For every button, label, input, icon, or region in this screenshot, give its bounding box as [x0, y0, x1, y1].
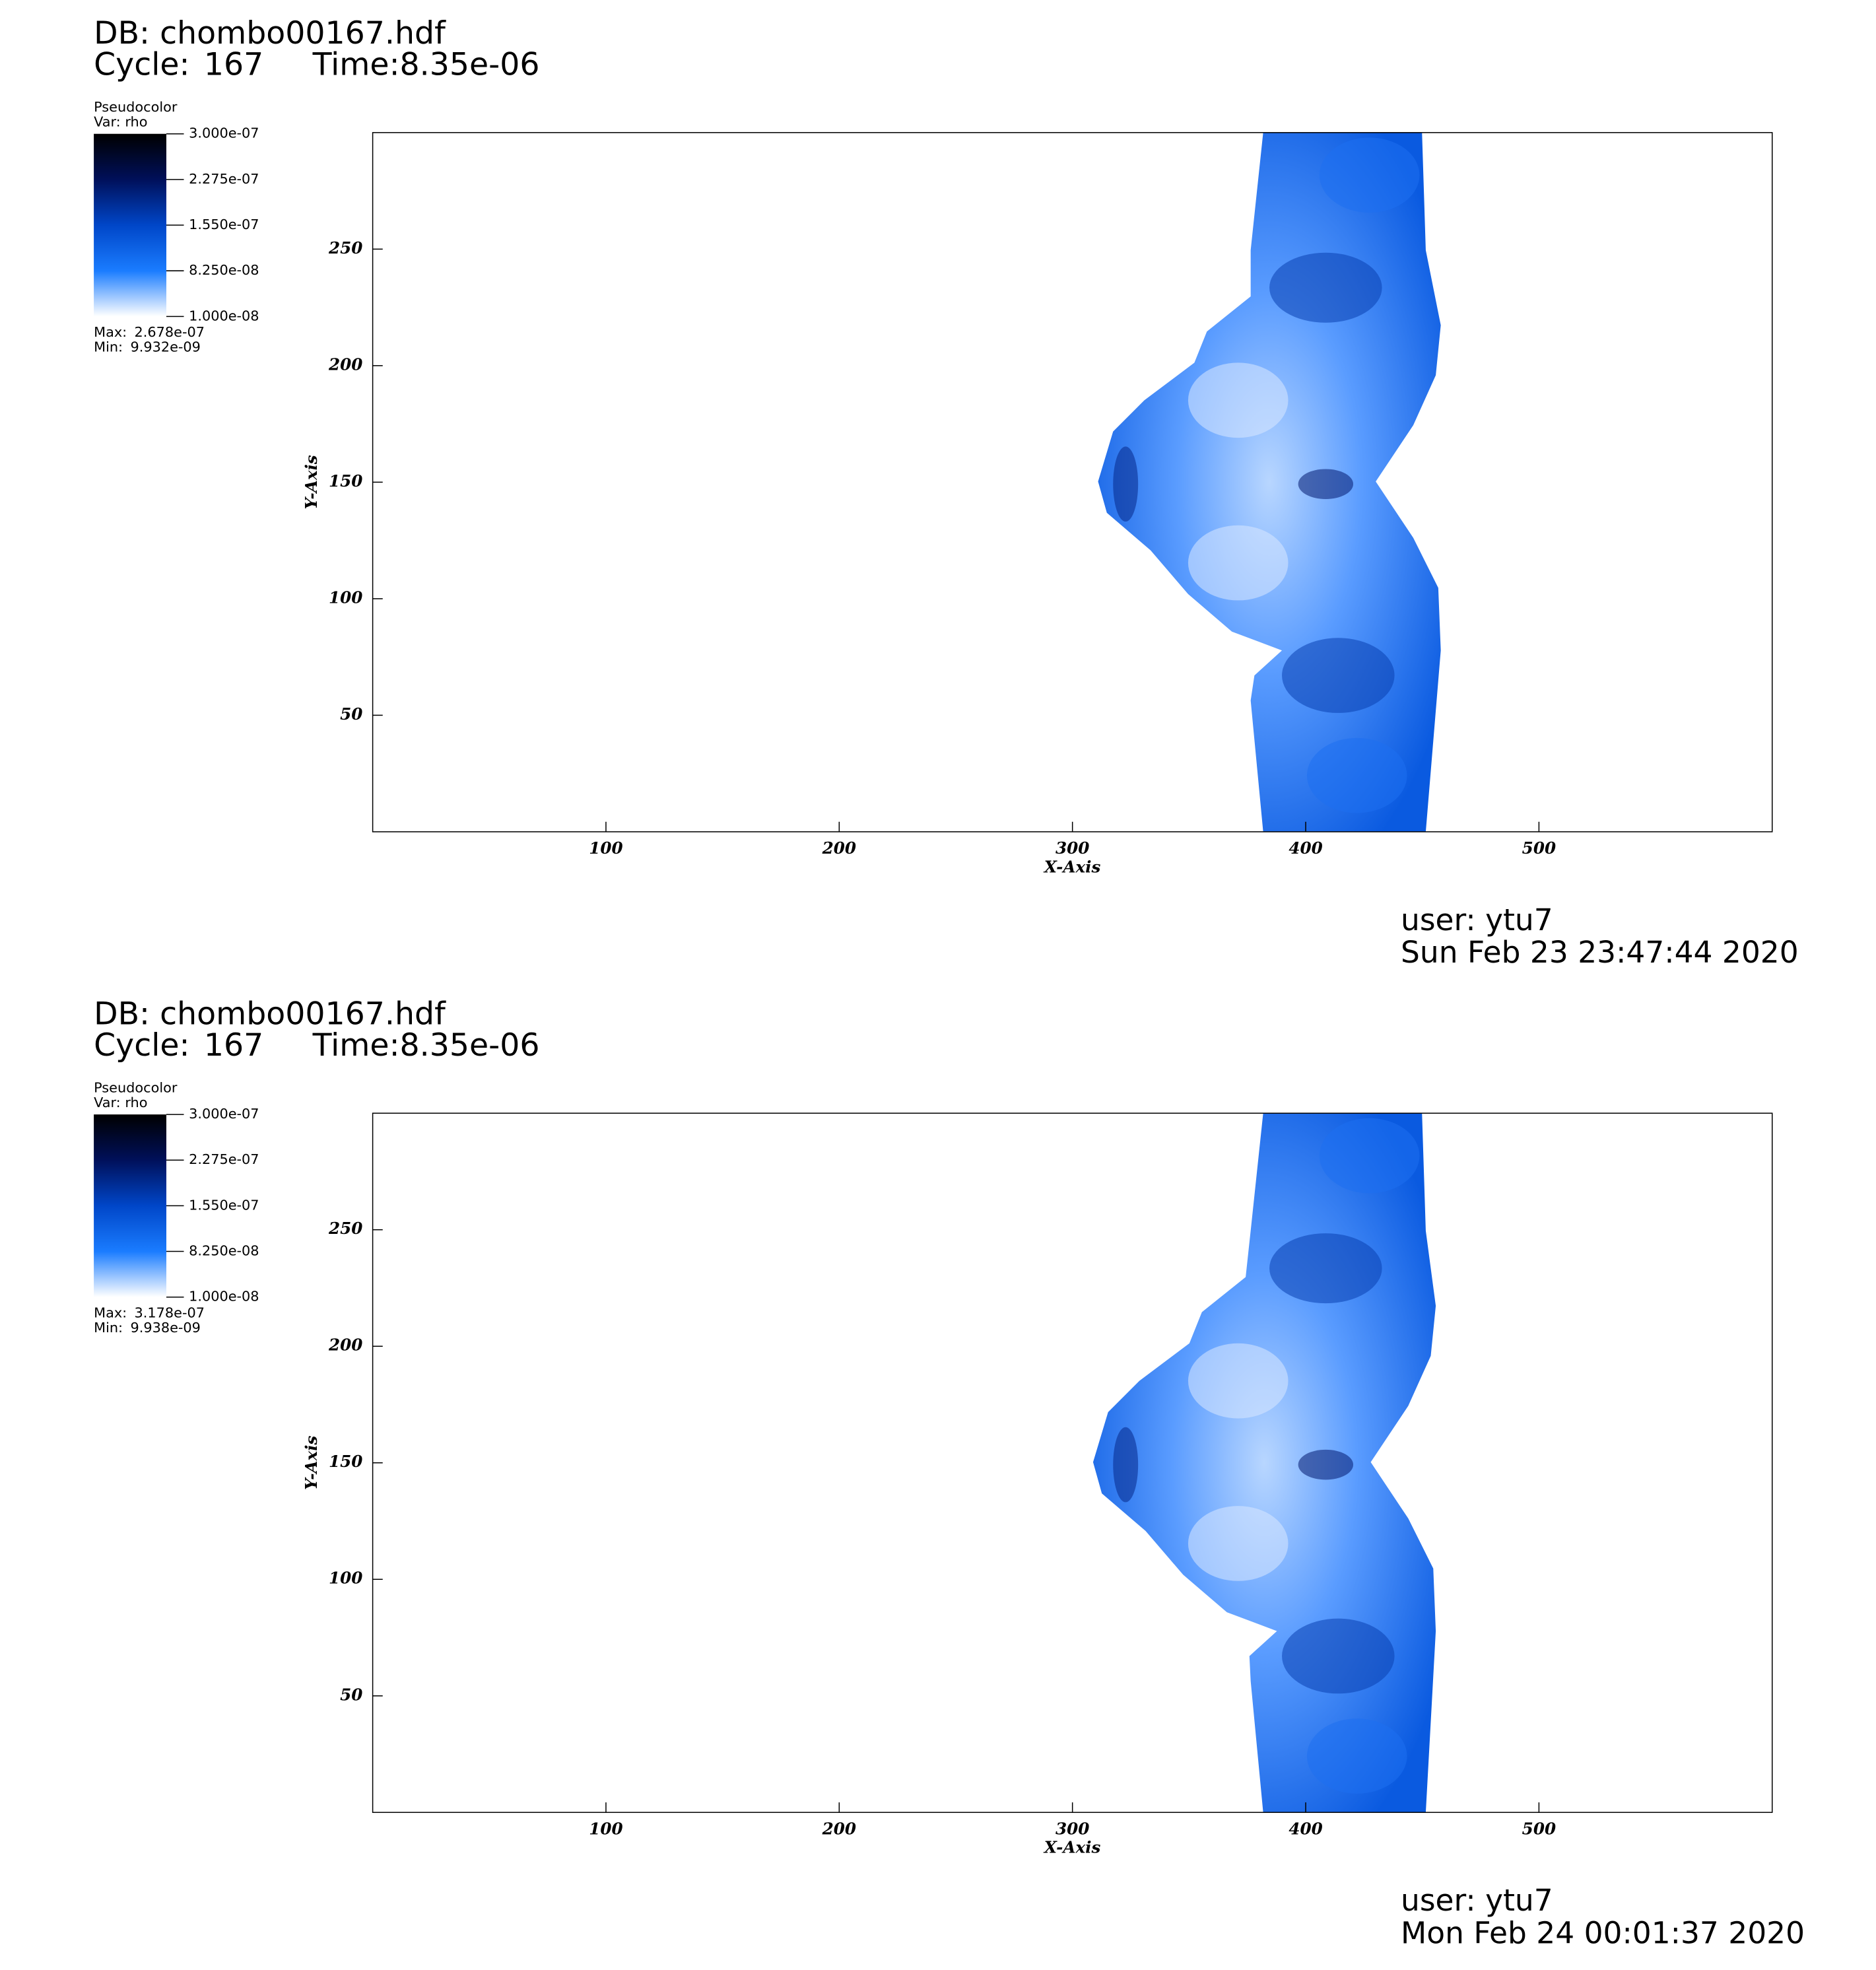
max-label: Max:: [94, 324, 127, 340]
colorbar-tick-label: 8.250e-08: [189, 1243, 259, 1259]
max: Max: 3.178e-07: [94, 1305, 205, 1320]
variable: Var: rho: [94, 114, 147, 130]
colorbar-tick-label: 2.275e-07: [189, 1151, 259, 1167]
colorbar-tick-label: 1.000e-08: [189, 1289, 259, 1305]
cycle-value: 167: [204, 46, 263, 83]
db-name: DB: chombo00167.hdf: [94, 996, 446, 1032]
x-tick-label: 400: [1289, 838, 1322, 858]
x-tick-label: 300: [1055, 838, 1089, 858]
variable: Var: rho: [94, 1095, 147, 1110]
user: user: ytu7: [1401, 1883, 1553, 1918]
y-axis-title: Y-Axis: [302, 1435, 321, 1489]
time-value: 8.35e-06: [400, 46, 540, 83]
y-tick-label: 100: [329, 588, 362, 607]
field-feature: [1188, 362, 1289, 438]
y-tick-label: 200: [328, 1336, 362, 1355]
x-tick-label: 100: [589, 838, 622, 858]
min-value: 9.938e-09: [130, 1320, 200, 1336]
colorbar: [94, 133, 166, 317]
time: Time:8.35e-06: [312, 46, 540, 83]
y-tick-label: 150: [329, 471, 362, 491]
cycle-label: Cycle:: [94, 46, 189, 83]
date: Sun Feb 23 23:47:44 2020: [1401, 935, 1799, 970]
x-axis-title: X-Axis: [1043, 1838, 1101, 1857]
field-feature: [1298, 1449, 1354, 1480]
x-tick-label: 500: [1522, 838, 1556, 858]
field-feature: [1113, 1427, 1139, 1503]
date: Mon Feb 24 00:01:37 2020: [1401, 1915, 1805, 1950]
x-tick-label: 300: [1055, 1819, 1089, 1838]
field-feature: [1282, 1618, 1395, 1694]
plot-name: Pseudocolor: [94, 1079, 178, 1095]
db-name: DB: chombo00167.hdf: [94, 15, 446, 51]
field-feature: [1306, 1718, 1407, 1794]
time-label: Time:: [312, 1027, 400, 1064]
colorbar-tick-label: 3.000e-07: [189, 125, 259, 141]
colorbar: [94, 1114, 166, 1297]
max: Max: 2.678e-07: [94, 324, 205, 340]
y-tick-label: 250: [328, 238, 362, 257]
plot-frame: [372, 1112, 1773, 1814]
y-tick-label: 200: [328, 355, 362, 374]
y-axis-title: Y-Axis: [302, 455, 321, 509]
y-tick-label: 150: [329, 1452, 362, 1471]
min-value: 9.932e-09: [130, 339, 200, 355]
colorbar-tick-label: 3.000e-07: [189, 1106, 259, 1122]
x-tick-label: 400: [1289, 1819, 1322, 1838]
colorbar-tick-label: 1.550e-07: [189, 1197, 259, 1213]
x-tick-label: 500: [1522, 1819, 1556, 1838]
min: Min: 9.932e-09: [94, 339, 201, 355]
time-label: Time:: [312, 46, 400, 83]
max-value: 3.178e-07: [135, 1305, 205, 1320]
y-tick-label: 100: [329, 1569, 362, 1588]
field-feature: [1188, 525, 1289, 601]
field-feature: [1319, 1118, 1420, 1194]
min-label: Min:: [94, 1320, 123, 1336]
colorbar-tick-label: 1.550e-07: [189, 217, 259, 232]
x-axis-title: X-Axis: [1043, 857, 1101, 876]
field-feature: [1282, 638, 1395, 713]
field-feature: [1306, 737, 1407, 813]
y-tick-label: 250: [328, 1219, 362, 1238]
field-feature: [1188, 1506, 1289, 1581]
time: Time:8.35e-06: [312, 1027, 540, 1064]
field-feature: [1269, 1233, 1382, 1304]
density-field: [1092, 1113, 1436, 1813]
colorbar-tick-label: 8.250e-08: [189, 262, 259, 278]
cycle-value: 167: [204, 1027, 263, 1064]
field-feature: [1113, 446, 1139, 522]
min-label: Min:: [94, 339, 123, 355]
x-tick-label: 100: [589, 1819, 622, 1838]
plot-frame: [372, 132, 1773, 832]
x-tick-label: 200: [822, 1819, 856, 1838]
min: Min: 9.938e-09: [94, 1320, 201, 1336]
cycle-label: Cycle:: [94, 1027, 189, 1064]
colorbar-tick-label: 2.275e-07: [189, 171, 259, 187]
y-tick-label: 50: [340, 1685, 362, 1704]
field-feature: [1298, 469, 1354, 499]
colorbar-tick-label: 1.000e-08: [189, 308, 259, 323]
user: user: ytu7: [1401, 902, 1553, 937]
plot-name: Pseudocolor: [94, 99, 178, 115]
y-tick-label: 50: [340, 704, 362, 724]
field-feature: [1269, 252, 1382, 323]
max-value: 2.678e-07: [135, 324, 205, 340]
time-value: 8.35e-06: [400, 1027, 540, 1064]
x-tick-label: 200: [822, 838, 856, 858]
density-field: [1098, 132, 1441, 832]
max-label: Max:: [94, 1305, 127, 1320]
field-feature: [1319, 137, 1420, 213]
field-feature: [1188, 1343, 1289, 1419]
